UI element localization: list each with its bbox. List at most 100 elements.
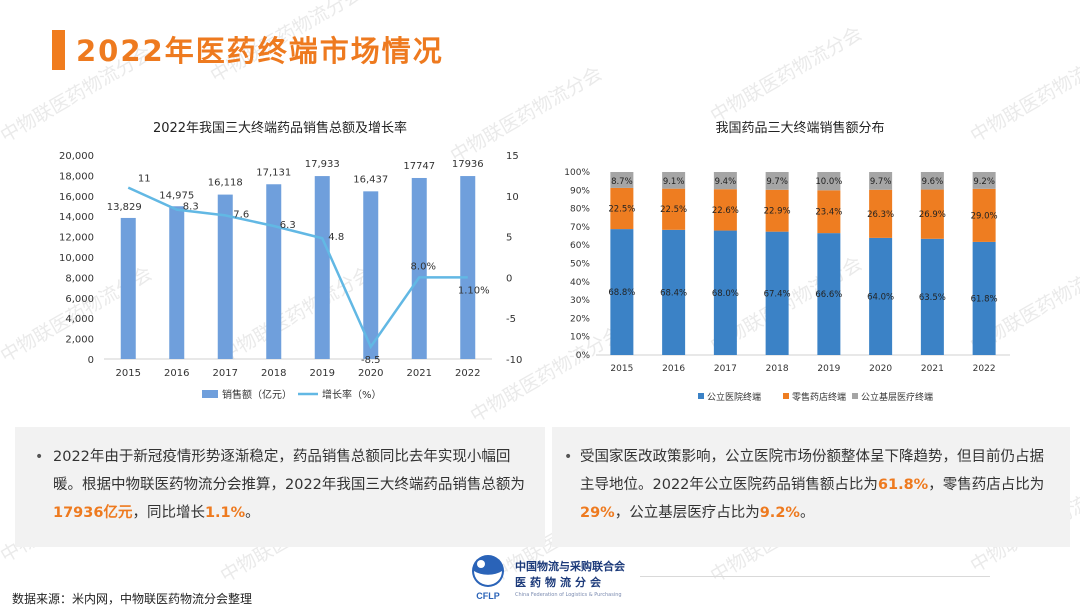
segment-data-label: 22.5% (660, 205, 687, 215)
stacked-bar-segment-2 (869, 189, 893, 238)
x-tick-label: 2019 (310, 368, 335, 379)
org-name-line2: 医药物流分会 (515, 576, 605, 589)
y-right-tick-label: 15 (506, 151, 519, 162)
y-left-tick-label: 2,000 (65, 335, 94, 346)
growth-data-label: 1.10% (458, 285, 490, 296)
x-tick-label: 2016 (164, 368, 189, 379)
stacked-bar-segment-3 (610, 172, 634, 188)
growth-data-label: 7.6 (233, 209, 249, 220)
highlight-hospital-share: 61.8% (877, 477, 929, 493)
left-summary-panel: • 2022年由于新冠疫情形势逐渐稳定，药品销售总额同比去年实现小幅回暖。根据中… (15, 427, 545, 547)
segment-data-label: 68.8% (608, 288, 635, 298)
legend-label: 零售药店终端 (792, 391, 846, 403)
text-part: 。 (245, 505, 260, 521)
y-tick-label: 80% (570, 205, 590, 215)
y-tick-label: 40% (570, 278, 590, 288)
sales-data-label: 17,933 (305, 159, 340, 170)
text-part: 受国家医改政策影响，公立医院市场份额整体呈下降趋势，但目前仍占据主导地位。202… (580, 449, 1044, 493)
left-summary-text: 2022年由于新冠疫情形势逐渐稳定，药品销售总额同比去年实现小幅回暖。根据中物联… (53, 443, 535, 527)
segment-data-label: 64.0% (867, 292, 894, 302)
stacked-bar-segment-3 (713, 172, 737, 190)
y-right-tick-label: -5 (506, 314, 516, 325)
y-right-tick-label: 10 (506, 192, 519, 203)
segment-data-label: 22.9% (764, 207, 791, 217)
y-left-tick-label: 8,000 (65, 273, 94, 284)
highlight-sales-total: 17936亿元 (53, 505, 133, 521)
y-right-tick-label: 0 (506, 273, 512, 284)
sales-bar (460, 176, 476, 359)
growth-data-label: 11 (138, 174, 151, 185)
stacked-bar-segment-2 (610, 187, 634, 230)
x-tick-label: 2018 (766, 364, 789, 374)
logo-text: CFLP (476, 591, 500, 601)
sales-data-label: 17747 (403, 161, 435, 172)
segment-data-label: 26.3% (867, 210, 894, 220)
highlight-pharmacy-share: 29% (580, 505, 615, 521)
x-tick-label: 2021 (921, 364, 944, 374)
text-part: ，零售药店占比为 (928, 477, 1045, 493)
y-tick-label: 20% (570, 314, 590, 324)
growth-data-label: 6.3 (280, 220, 296, 231)
growth-data-label: -8.5 (361, 355, 381, 366)
x-tick-label: 2019 (817, 364, 840, 374)
org-name-line1: 中国物流与采购联合会 (515, 560, 625, 573)
stacked-bar-segment-3 (662, 172, 686, 189)
cflp-logo-icon: CFLP (472, 555, 504, 601)
page-title: 2022年医药终端市场情况 (76, 34, 444, 68)
org-name-english: China Federation of Logistics & Purchasi… (515, 592, 622, 598)
segment-data-label: 9.2% (973, 177, 995, 187)
data-source: 数据来源：米内网，中物联医药物流分会整理 (12, 592, 253, 606)
growth-data-label: 8.0% (411, 261, 436, 272)
sales-bar (120, 217, 136, 359)
sales-data-label: 14,975 (159, 190, 194, 201)
y-left-tick-label: 12,000 (59, 233, 94, 244)
y-tick-label: 10% (570, 333, 590, 343)
title-accent-bar (52, 30, 65, 70)
stacked-bar-segment-1 (920, 238, 944, 355)
segment-data-label: 29.0% (971, 211, 998, 221)
x-tick-label: 2020 (358, 368, 383, 379)
highlight-growth-rate: 1.1% (204, 505, 246, 521)
segment-data-label: 22.6% (712, 206, 739, 216)
stacked-bar-segment-2 (972, 188, 996, 242)
footer-divider (640, 576, 990, 577)
sales-data-label: 13,829 (107, 202, 142, 213)
growth-rate-line (127, 186, 468, 350)
x-tick-label: 2020 (869, 364, 892, 374)
sales-data-label: 17936 (452, 159, 484, 170)
y-tick-label: 50% (570, 260, 590, 270)
x-tick-label: 2018 (261, 368, 286, 379)
growth-data-label: 8.3 (183, 202, 199, 213)
y-left-tick-label: 16,000 (59, 192, 94, 203)
y-left-tick-label: 6,000 (65, 294, 94, 305)
x-tick-label: 2016 (662, 364, 685, 374)
segment-data-label: 9.7% (870, 177, 892, 187)
bullet: • (564, 449, 573, 465)
text-part: ，同比增长 (132, 505, 205, 521)
legend-swatch (783, 393, 789, 399)
x-tick-label: 2021 (407, 368, 432, 379)
x-tick-label: 2017 (714, 364, 737, 374)
y-tick-label: 30% (570, 296, 590, 306)
sales-data-label: 16,437 (353, 174, 388, 185)
y-tick-label: 90% (570, 186, 590, 196)
y-right-tick-label: -10 (506, 355, 522, 366)
y-tick-label: 70% (570, 223, 590, 233)
sales-data-label: 16,118 (208, 178, 243, 189)
segment-data-label: 26.9% (919, 210, 946, 220)
y-left-tick-label: 20,000 (59, 151, 94, 162)
legend-swatch (698, 393, 704, 399)
segment-data-label: 66.6% (815, 290, 842, 300)
segment-data-label: 9.4% (715, 177, 737, 187)
stacked-bar-segment-1 (713, 230, 737, 355)
stacked-bar-segment-2 (817, 190, 841, 234)
left-chart-title: 2022年我国三大终端药品销售总额及增长率 (152, 121, 408, 136)
x-tick-label: 2017 (213, 368, 238, 379)
legend-label-sales: 销售额（亿元） (222, 388, 292, 401)
text-part: ，公立基层医疗占比为 (614, 505, 760, 521)
x-tick-label: 2022 (973, 364, 996, 374)
x-tick-label: 2015 (116, 368, 141, 379)
segment-data-label: 10.0% (815, 177, 842, 187)
stacked-bar-segment-2 (765, 189, 789, 232)
bullet: • (35, 449, 44, 465)
